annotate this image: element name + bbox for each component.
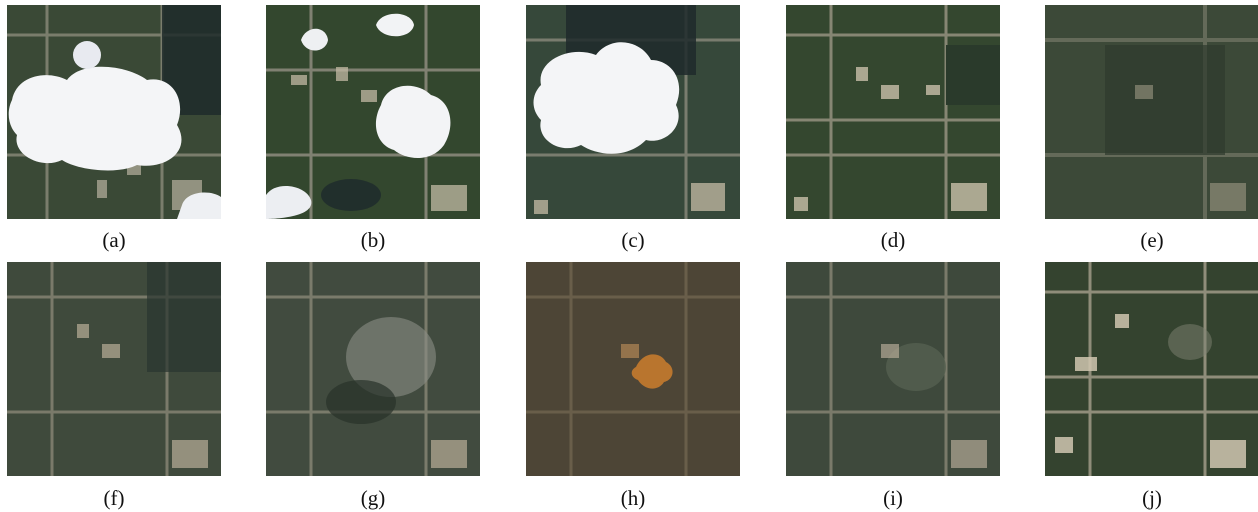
panel-g-image [266, 262, 480, 476]
panel-f-caption: (f) [103, 486, 125, 510]
panel-d-caption: (d) [880, 228, 906, 252]
panel-j-image [1045, 262, 1258, 476]
panel-b-caption: (b) [360, 228, 386, 252]
panel-i-caption: (i) [883, 486, 903, 510]
panel-c-image [526, 5, 740, 219]
panel-a-image [7, 5, 221, 219]
panel-c-caption: (c) [621, 228, 645, 252]
panel-i-image [786, 262, 1000, 476]
panel-a-caption: (a) [102, 228, 126, 252]
panel-h-image [526, 262, 740, 476]
panel-g-caption: (g) [360, 486, 386, 510]
panel-b-image [266, 5, 480, 219]
panel-e-image [1045, 5, 1258, 219]
panel-h-caption: (h) [620, 486, 646, 510]
panel-e-caption: (e) [1140, 228, 1164, 252]
panel-j-caption: (j) [1142, 486, 1162, 510]
panel-d-image [786, 5, 1000, 219]
panel-f-image [7, 262, 221, 476]
